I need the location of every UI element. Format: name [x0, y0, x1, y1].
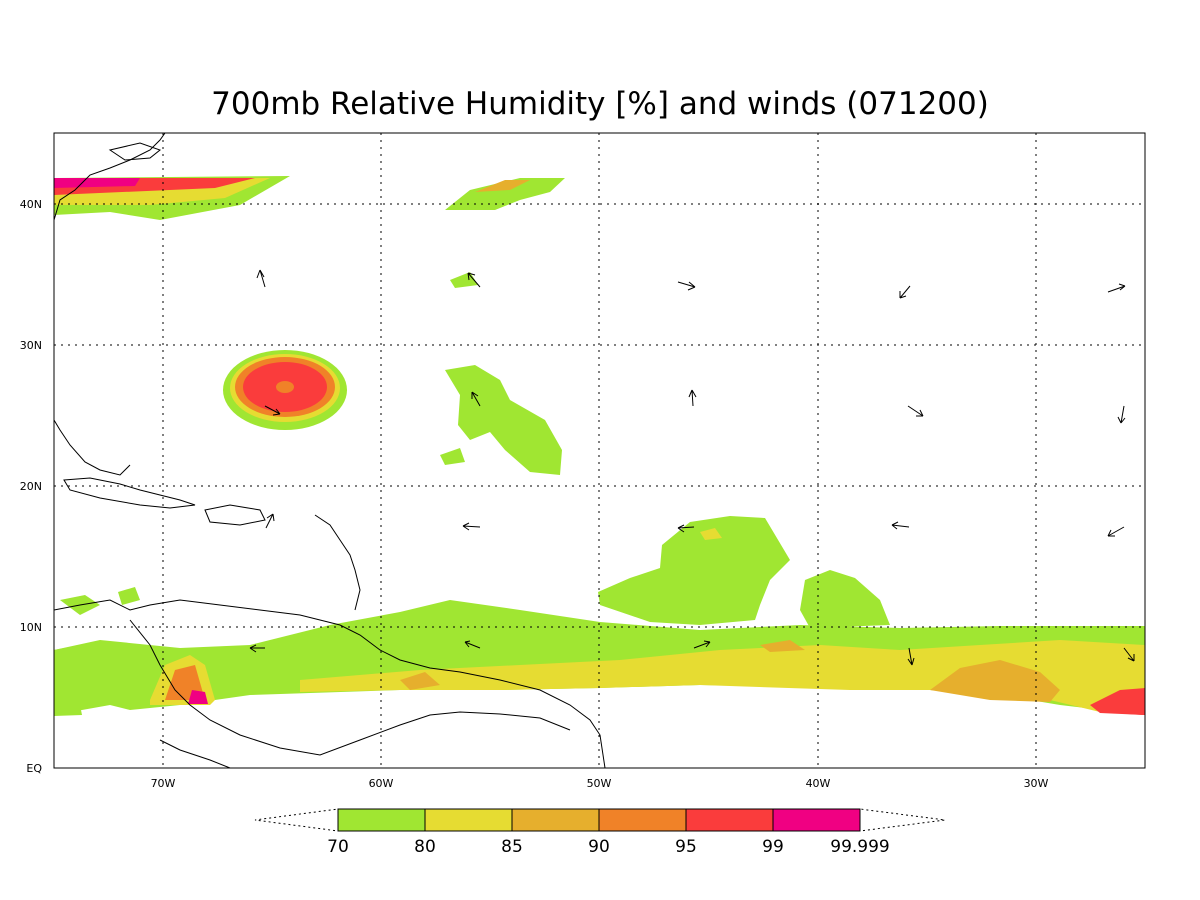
rh-trough [445, 365, 562, 475]
wind-arrow [693, 640, 711, 649]
rh-west-patch2 [54, 705, 82, 716]
rh-central-blob-spot [700, 528, 722, 540]
wind-arrow [462, 522, 481, 531]
wind-arrow [264, 405, 281, 416]
map-title: 700mb Relative Humidity [%] and winds (0… [211, 86, 989, 122]
wind-arrow [265, 513, 275, 529]
plot-frame [53, 132, 1146, 769]
rh-central-blob [598, 516, 790, 625]
rh-patch-55w [445, 178, 565, 210]
colorbar-label: 99 [762, 837, 784, 857]
wind-arrow [907, 405, 924, 417]
coastline-south-america [54, 599, 606, 768]
wind-arrow [1107, 526, 1125, 537]
wind-arrow [677, 524, 695, 533]
rh-itcz-patch [400, 672, 440, 690]
lat-label-10n: 10N [20, 621, 42, 634]
coastline-cuba [63, 477, 196, 509]
colorbar-right-extension [859, 808, 946, 832]
coastline-south-america-lower [159, 739, 231, 768]
coastline-nova-scotia [108, 142, 162, 161]
wind-arrow [891, 521, 910, 530]
coastline-lesser-antilles [314, 514, 361, 611]
coastline-florida-bahamas [54, 419, 131, 476]
wind-arrow [1107, 283, 1126, 293]
rh-east-blob [800, 570, 890, 628]
lon-label-50w: 50W [587, 777, 612, 790]
lat-label-40n: 40N [20, 198, 42, 211]
lat-label-30n: 30N [20, 339, 42, 352]
colorbar-swatch [511, 808, 600, 832]
wind-arrow [471, 391, 481, 407]
coastline-hispaniola [204, 504, 266, 526]
coastline-venezuela-interior [129, 619, 571, 756]
plot-area [54, 133, 1145, 768]
colorbar-label: 70 [327, 837, 349, 857]
colorbar-label: 99.999 [830, 837, 889, 857]
colorbar-label: 95 [675, 837, 697, 857]
wind-arrow [249, 644, 265, 653]
rh-band-north-max [54, 178, 140, 188]
lat-label-20n: 20N [20, 480, 42, 493]
wind-arrow [688, 389, 697, 407]
rh-caribbean-max [188, 690, 208, 704]
lon-label-40w: 40W [806, 777, 831, 790]
rh-itcz-east-max [1128, 702, 1145, 715]
rh-trough-small [440, 448, 465, 465]
wind-arrow [464, 640, 481, 649]
wind-arrow [467, 272, 481, 288]
colorbar-swatch [337, 808, 426, 832]
rh-patch-55w-core [475, 180, 530, 192]
wind-arrow [899, 285, 911, 299]
wind-arrow [1123, 647, 1135, 662]
colorbar-label: 80 [414, 837, 436, 857]
wind-arrow [1117, 405, 1126, 424]
coastline-north-america [54, 133, 166, 221]
lat-axis-labels: 40N 30N 20N 10N EQ [20, 198, 43, 775]
colorbar-label: 85 [501, 837, 523, 857]
rh-itcz-east-orange [930, 660, 1060, 702]
colorbar-swatch [685, 808, 774, 832]
lat-label-eq: EQ [26, 762, 42, 775]
rh-west-patch4 [118, 587, 140, 605]
rh-itcz-patch2 [760, 640, 805, 652]
wind-arrow [677, 281, 696, 291]
lon-label-30w: 30W [1024, 777, 1049, 790]
rh-itcz-core [300, 640, 1145, 715]
wind-arrows [249, 269, 1135, 666]
colorbar-swatch [772, 808, 861, 832]
lon-label-60w: 60W [369, 777, 394, 790]
colorbar: 70 80 85 90 95 99 99.999 [254, 808, 946, 857]
hurricane-eye [276, 381, 294, 393]
grid-lines [54, 133, 1145, 768]
colorbar-swatch [598, 808, 687, 832]
colorbar-swatch [424, 808, 513, 832]
colorbar-label: 90 [588, 837, 610, 857]
coastlines [54, 133, 606, 768]
colorbar-left-extension [254, 808, 339, 832]
wind-arrow [256, 269, 266, 288]
lon-axis-labels: 70W 60W 50W 40W 30W [151, 777, 1049, 790]
rh-west-patch1 [54, 645, 100, 690]
humidity-fields [54, 176, 1145, 716]
wind-arrow [907, 647, 915, 666]
lon-label-70w: 70W [151, 777, 176, 790]
